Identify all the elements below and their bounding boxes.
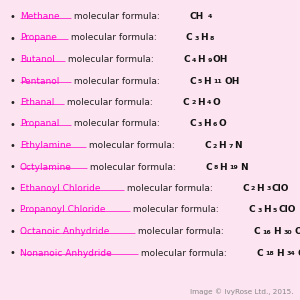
- Text: molecular formula:: molecular formula:: [64, 98, 156, 107]
- Text: •: •: [9, 163, 15, 172]
- Text: N: N: [234, 141, 242, 150]
- Text: H: H: [277, 248, 284, 257]
- Text: •: •: [9, 34, 15, 44]
- Text: C: C: [254, 227, 260, 236]
- Text: C: C: [205, 163, 212, 172]
- Text: Methane: Methane: [20, 12, 60, 21]
- Text: •: •: [9, 119, 15, 130]
- Text: C: C: [186, 34, 192, 43]
- Text: H: H: [273, 227, 281, 236]
- Text: molecular formula:: molecular formula:: [71, 119, 162, 128]
- Text: 2: 2: [213, 143, 217, 148]
- Text: 34: 34: [286, 251, 295, 256]
- Text: C: C: [248, 206, 255, 214]
- Text: C: C: [204, 141, 211, 150]
- Text: C: C: [183, 98, 189, 107]
- Text: Octylamine: Octylamine: [20, 163, 72, 172]
- Text: C: C: [242, 184, 249, 193]
- Text: C: C: [189, 119, 196, 128]
- Text: Ethanal: Ethanal: [20, 98, 54, 107]
- Text: O: O: [212, 98, 220, 107]
- Text: •: •: [9, 248, 15, 259]
- Text: H: H: [197, 55, 205, 64]
- Text: Butanol: Butanol: [20, 55, 55, 64]
- Text: C: C: [189, 76, 196, 85]
- Text: C: C: [256, 248, 263, 257]
- Text: H: H: [256, 184, 264, 193]
- Text: O: O: [298, 248, 300, 257]
- Text: molecular formula:: molecular formula:: [71, 76, 162, 85]
- Text: Propanal: Propanal: [20, 119, 59, 128]
- Text: 4: 4: [207, 100, 211, 106]
- Text: •: •: [9, 141, 15, 151]
- Text: ClO: ClO: [272, 184, 289, 193]
- Text: Octanoic Anhydride: Octanoic Anhydride: [20, 227, 110, 236]
- Text: 4: 4: [192, 58, 196, 62]
- Text: OH: OH: [224, 76, 240, 85]
- Text: •: •: [9, 12, 15, 22]
- Text: H: H: [197, 98, 204, 107]
- Text: 3: 3: [266, 187, 271, 191]
- Text: Propanoyl Chloride: Propanoyl Chloride: [20, 206, 106, 214]
- Text: Image © IvyRose Ltd., 2015.: Image © IvyRose Ltd., 2015.: [190, 288, 293, 295]
- Text: O: O: [219, 119, 226, 128]
- Text: 6: 6: [213, 122, 218, 127]
- Text: 2: 2: [191, 100, 196, 106]
- Text: Ethanoyl Chloride: Ethanoyl Chloride: [20, 184, 100, 193]
- Text: 8: 8: [210, 36, 214, 41]
- Text: CH: CH: [189, 12, 204, 21]
- Text: molecular formula:: molecular formula:: [138, 248, 230, 257]
- Text: C: C: [183, 55, 190, 64]
- Text: molecular formula:: molecular formula:: [124, 184, 215, 193]
- Text: molecular formula:: molecular formula:: [71, 12, 163, 21]
- Text: molecular formula:: molecular formula:: [87, 163, 178, 172]
- Text: •: •: [9, 76, 15, 86]
- Text: 5: 5: [273, 208, 277, 213]
- Text: •: •: [9, 55, 15, 65]
- Text: 11: 11: [213, 79, 222, 84]
- Text: 3: 3: [194, 36, 199, 41]
- Text: molecular formula:: molecular formula:: [65, 55, 157, 64]
- Text: Ethylamine: Ethylamine: [20, 141, 71, 150]
- Text: 8: 8: [214, 165, 218, 170]
- Text: molecular formula:: molecular formula:: [86, 141, 178, 150]
- Text: 18: 18: [265, 251, 274, 256]
- Text: •: •: [9, 98, 15, 108]
- Text: H: H: [263, 206, 270, 214]
- Text: 2: 2: [250, 187, 255, 191]
- Text: 30: 30: [283, 230, 292, 235]
- Text: molecular formula:: molecular formula:: [68, 34, 159, 43]
- Text: OH: OH: [213, 55, 228, 64]
- Text: O: O: [294, 227, 300, 236]
- Text: Pentanol: Pentanol: [20, 76, 59, 85]
- Text: H: H: [200, 34, 208, 43]
- Text: H: H: [203, 76, 211, 85]
- Text: H: H: [219, 163, 227, 172]
- Text: •: •: [9, 227, 15, 237]
- Text: 5: 5: [198, 79, 202, 84]
- Text: N: N: [241, 163, 248, 172]
- Text: 19: 19: [229, 165, 238, 170]
- Text: Nonanoic Anhydride: Nonanoic Anhydride: [20, 248, 112, 257]
- Text: 16: 16: [262, 230, 271, 235]
- Text: H: H: [218, 141, 226, 150]
- Text: Propane: Propane: [20, 34, 57, 43]
- Text: •: •: [9, 206, 15, 215]
- Text: 3: 3: [198, 122, 202, 127]
- Text: 9: 9: [207, 58, 212, 62]
- Text: 3: 3: [257, 208, 262, 213]
- Text: molecular formula:: molecular formula:: [130, 206, 222, 214]
- Text: 7: 7: [228, 143, 233, 148]
- Text: H: H: [203, 119, 211, 128]
- Text: ClO: ClO: [278, 206, 296, 214]
- Text: 4: 4: [208, 14, 212, 20]
- Text: molecular formula:: molecular formula:: [135, 227, 227, 236]
- Text: •: •: [9, 184, 15, 194]
